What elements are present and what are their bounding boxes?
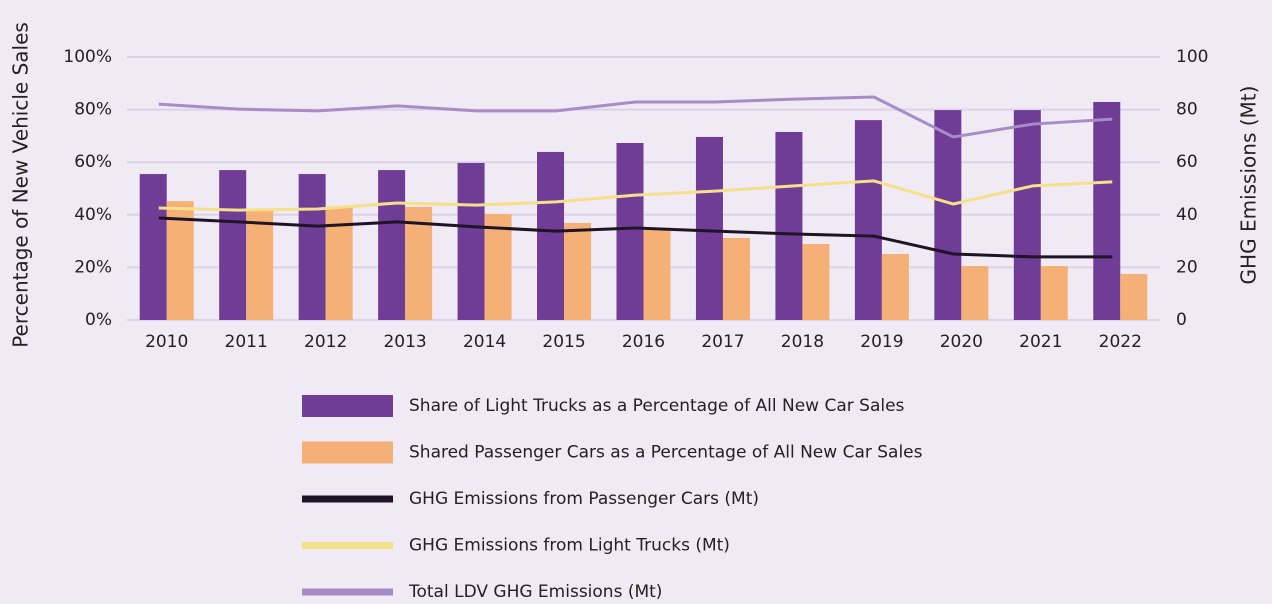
x-tick-label: 2013 (383, 332, 426, 352)
y-axis-label: Percentage of New Vehicle Sales (9, 22, 33, 348)
legend-text: Shared Passenger Cars as a Percentage of… (409, 443, 923, 463)
x-tick-label: 2016 (622, 332, 665, 352)
legend-text: GHG Emissions from Light Trucks (Mt) (409, 536, 730, 556)
legend-swatch (302, 542, 393, 549)
legend-text: GHG Emissions from Passenger Cars (Mt) (409, 489, 759, 509)
y2-tick-label: 100 (1176, 47, 1208, 67)
legend-swatch (302, 441, 393, 464)
legend-swatch (302, 395, 393, 417)
y-tick-label: 40% (74, 205, 112, 225)
y-tick-label: 20% (74, 257, 112, 277)
bar (457, 162, 485, 320)
y-tick-label: 0% (85, 310, 112, 330)
bar (246, 209, 274, 320)
y-tick-label: 100% (63, 47, 112, 67)
y-tick-label: 60% (74, 152, 112, 172)
x-tick-label: 2020 (940, 332, 983, 352)
bar (1093, 101, 1121, 321)
y2-tick-label: 80 (1176, 100, 1198, 120)
bar (298, 174, 326, 320)
bar (775, 131, 803, 320)
x-tick-label: 2021 (1019, 332, 1062, 352)
legend-text: Share of Light Trucks as a Percentage of… (409, 396, 905, 416)
bar (1040, 266, 1068, 320)
x-tick-label: 2017 (701, 332, 744, 352)
y2-tick-label: 20 (1176, 257, 1198, 277)
x-tick-label: 2012 (304, 332, 347, 352)
y2-tick-label: 40 (1176, 205, 1198, 225)
line-series (158, 95, 1113, 139)
bar (722, 237, 750, 320)
line-series (158, 216, 1113, 259)
bar (961, 266, 989, 320)
bar (219, 170, 247, 320)
bar (643, 230, 671, 320)
bar (537, 151, 565, 320)
y-tick-label: 80% (74, 100, 112, 120)
legend-swatch (302, 588, 393, 596)
bar (1120, 273, 1148, 320)
y2-tick-label: 60 (1176, 152, 1198, 172)
bar (802, 243, 830, 320)
bar (405, 206, 433, 320)
y2-tick-label: 0 (1176, 310, 1187, 330)
x-tick-label: 2014 (463, 332, 506, 352)
bar (378, 170, 406, 320)
legend-text: Total LDV GHG Emissions (Mt) (408, 582, 662, 602)
bar (564, 222, 592, 320)
y2-axis-label: GHG Emissions (Mt) (1237, 86, 1261, 285)
bar (934, 110, 962, 320)
bar (484, 214, 512, 320)
line-series (158, 179, 1113, 212)
x-tick-label: 2010 (145, 332, 188, 352)
x-tick-label: 2015 (542, 332, 585, 352)
x-tick-label: 2018 (781, 332, 824, 352)
bar (695, 136, 723, 320)
bar (881, 253, 909, 320)
bar (139, 174, 167, 320)
bar (616, 143, 644, 320)
x-tick-label: 2011 (225, 332, 268, 352)
x-tick-label: 2022 (1099, 332, 1142, 352)
legend-swatch (302, 495, 393, 503)
bar (1013, 110, 1041, 320)
bar (854, 120, 882, 321)
x-tick-label: 2019 (860, 332, 903, 352)
